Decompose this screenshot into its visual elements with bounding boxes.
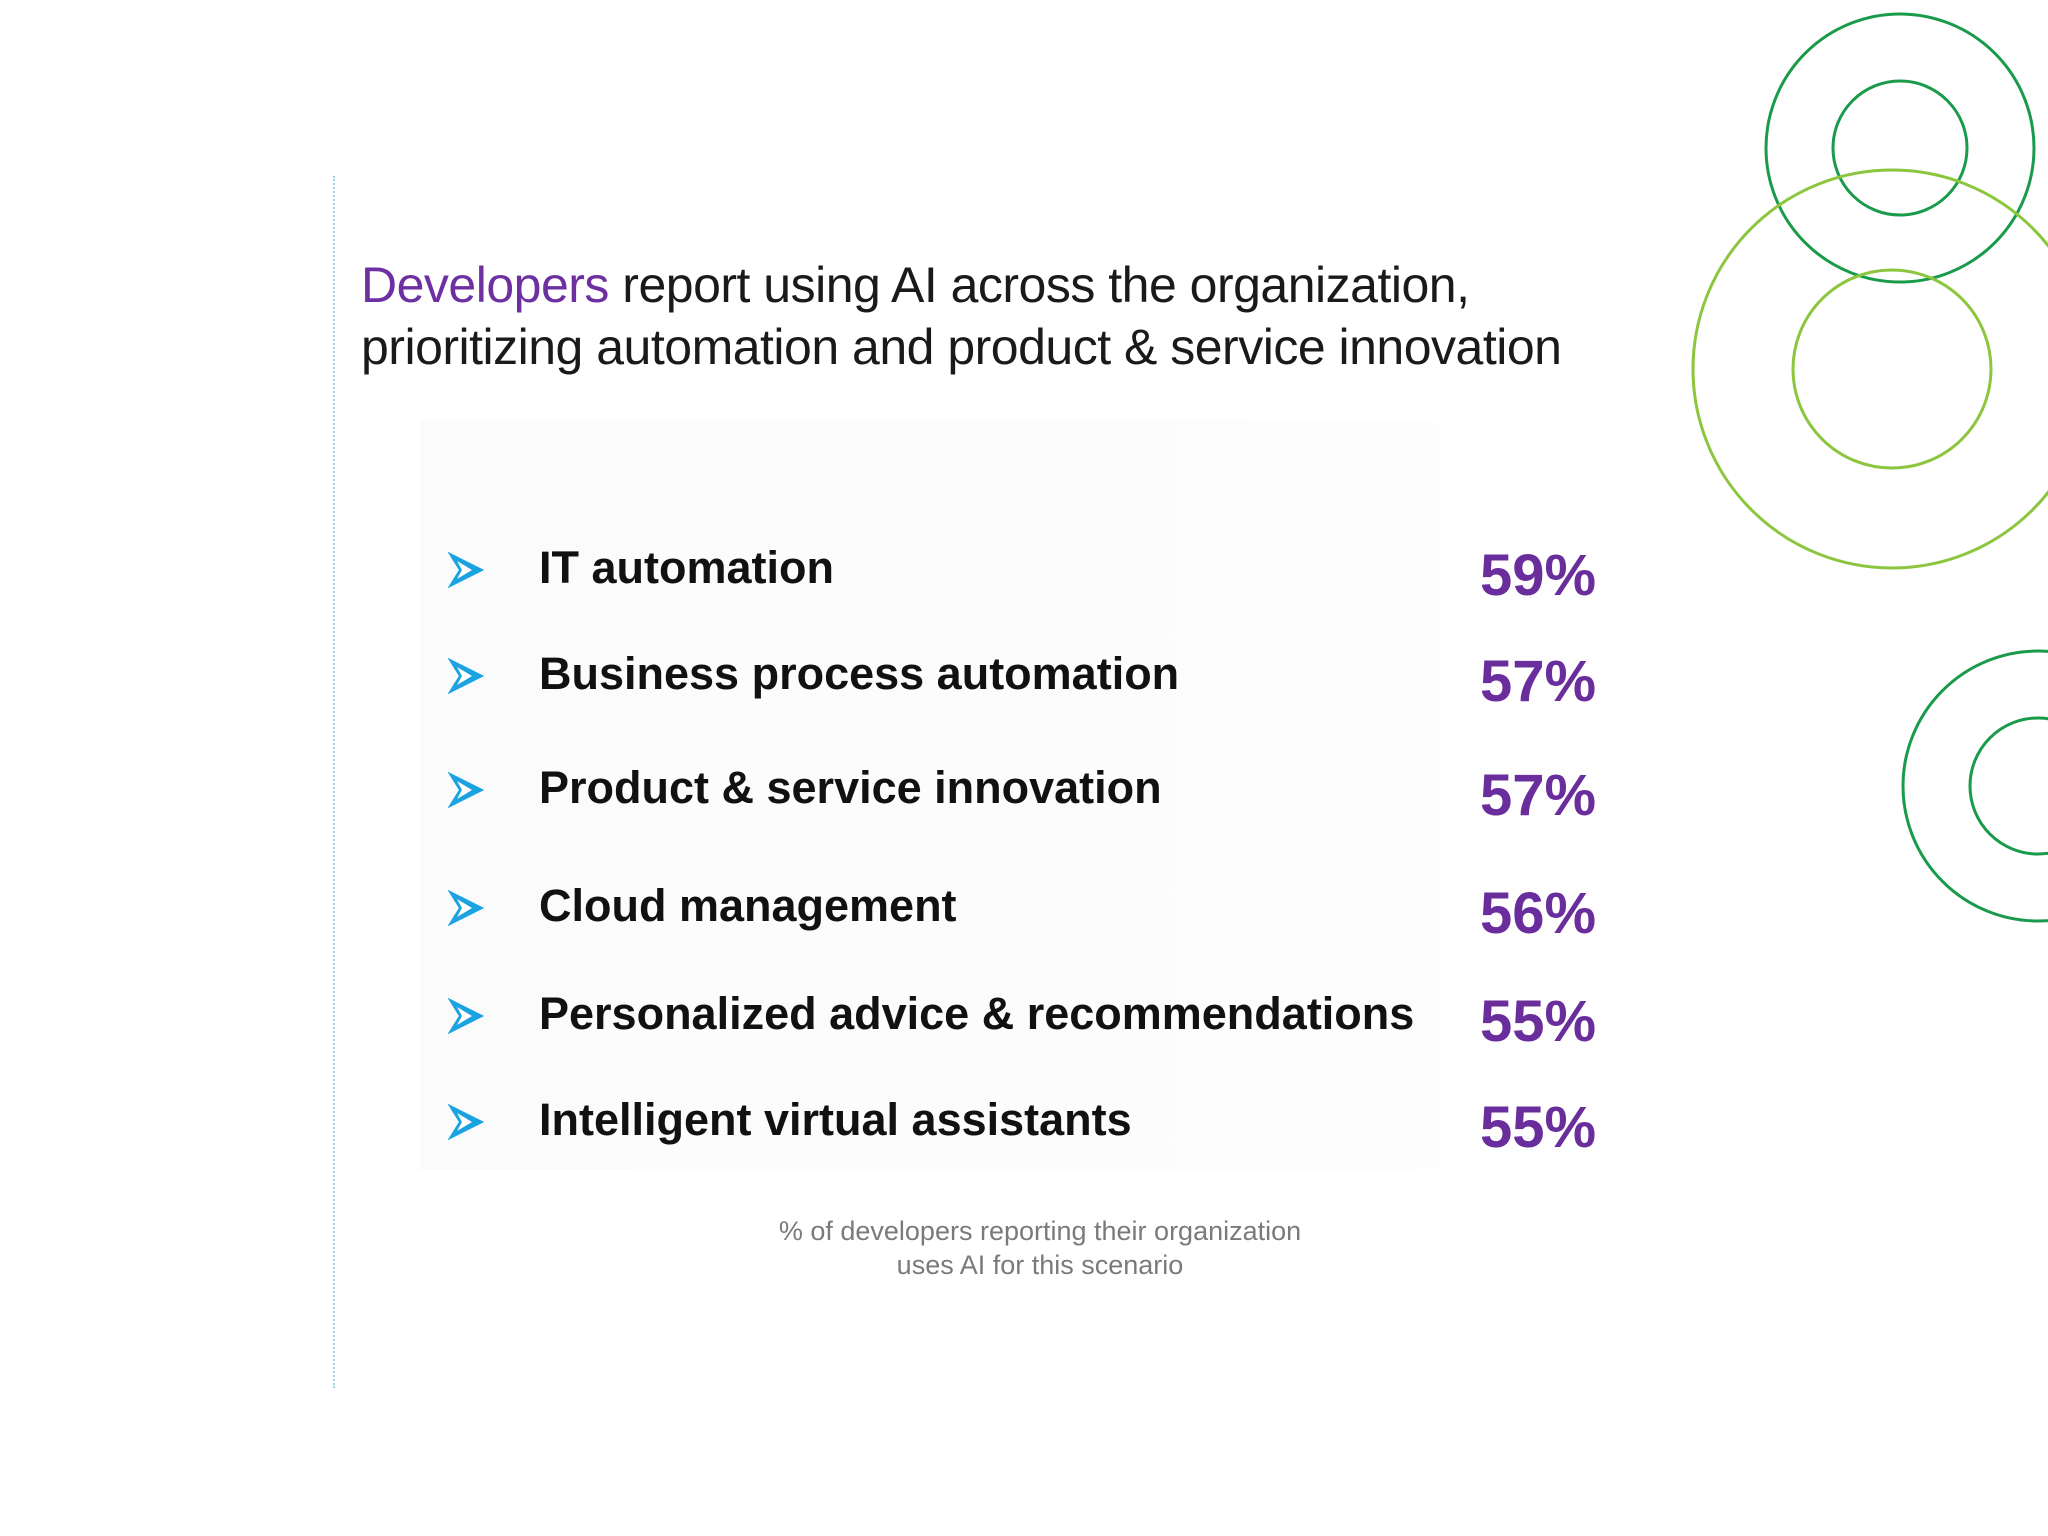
arrowhead-bullet-icon	[448, 997, 485, 1035]
stat-value: 57%	[1480, 649, 1597, 714]
circle-top-outer	[1764, 12, 2036, 284]
stat-row: IT automation 59%	[0, 538, 2048, 608]
footnote: % of developers reporting their organiza…	[740, 1214, 1340, 1282]
vertical-divider	[333, 176, 335, 1388]
heading-line2: prioritizing automation and product & se…	[361, 319, 1562, 375]
stat-value: 55%	[1480, 1095, 1597, 1160]
footnote-line1: % of developers reporting their organiza…	[778, 1216, 1302, 1246]
stat-label: Intelligent virtual assistants	[539, 1094, 1132, 1145]
stat-value: 56%	[1480, 881, 1597, 946]
stats-panel	[420, 420, 1620, 1170]
stat-value: 59%	[1480, 543, 1597, 608]
stat-label: Business process automation	[539, 648, 1180, 699]
stat-value: 57%	[1480, 763, 1597, 828]
arrowhead-bullet-icon	[448, 771, 485, 809]
stat-row: Cloud management 56%	[0, 876, 2048, 946]
arrowhead-bullet-icon	[448, 657, 485, 695]
arrowhead-bullet-icon	[448, 551, 485, 589]
circle-middle-inner	[1791, 268, 1993, 470]
circle-bottom-inner	[1968, 716, 2048, 856]
stat-label: Personalized advice & recommendations	[539, 988, 1415, 1039]
circle-middle-outer	[1691, 168, 2048, 570]
stat-value: 55%	[1480, 989, 1597, 1054]
slide-heading: Developers report using AI across the or…	[361, 254, 1641, 378]
arrowhead-bullet-icon	[448, 889, 485, 927]
stat-row: Product & service innovation 57%	[0, 758, 2048, 828]
stat-row: Business process automation 57%	[0, 644, 2048, 714]
arrowhead-bullet-icon	[448, 1103, 485, 1141]
footnote-line2: uses AI for this scenario	[896, 1250, 1184, 1280]
stat-row: Personalized advice & recommendations 55%	[0, 984, 2048, 1054]
heading-accent: Developers	[361, 257, 609, 313]
stat-row: Intelligent virtual assistants 55%	[0, 1090, 2048, 1160]
stat-label: Cloud management	[539, 880, 957, 931]
stat-label: IT automation	[539, 542, 834, 593]
circle-bottom-outer	[1901, 649, 2048, 923]
circle-top-inner	[1831, 79, 1969, 217]
heading-line1-rest: report using AI across the organization,	[608, 257, 1470, 313]
stat-label: Product & service innovation	[539, 762, 1162, 813]
